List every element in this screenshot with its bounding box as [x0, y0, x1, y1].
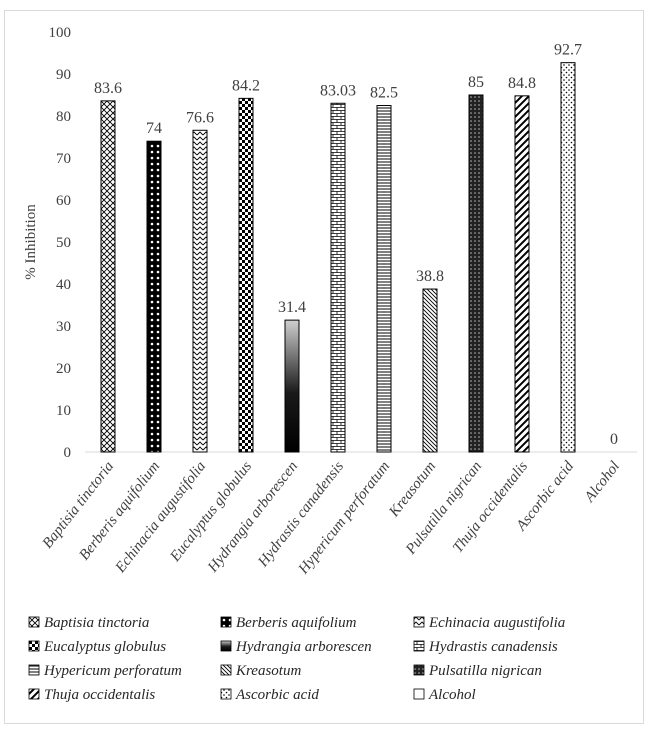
- data-label: 84.2: [232, 77, 260, 94]
- legend-swatch: [28, 664, 40, 676]
- legend-item: Hypericum perforatum: [28, 663, 182, 679]
- x-tick-label: Alcohol: [581, 459, 623, 506]
- legend-swatch: [220, 664, 232, 676]
- legend: Baptisia tinctoria Berberis aquifolium Ech…: [28, 615, 565, 703]
- data-label: 83.6: [94, 80, 122, 97]
- legend-swatch: [220, 640, 232, 652]
- data-label: 92.7: [554, 42, 582, 59]
- legend-item: Berberis aquifolium: [220, 615, 357, 631]
- legend-swatch: [413, 664, 425, 676]
- y-tick-label: 20: [56, 361, 71, 377]
- bar: [468, 94, 484, 453]
- legend-label: Kreasotum: [235, 663, 301, 679]
- data-label: 31.4: [278, 299, 306, 316]
- y-tick-label: 50: [56, 235, 71, 251]
- bar: [192, 129, 208, 453]
- data-label: 83.03: [320, 82, 356, 99]
- data-label: 84.8: [508, 75, 536, 92]
- x-tick-label: Eucalyptus globulus: [167, 458, 255, 565]
- legend-item: Hydrangia arborescen: [220, 639, 372, 655]
- bar: [376, 105, 392, 453]
- bars: [100, 62, 576, 453]
- y-tick-label: 0: [64, 445, 72, 461]
- bar: [100, 100, 116, 453]
- y-axis-title: % Inhibition: [23, 204, 39, 280]
- legend-label: Berberis aquifolium: [236, 615, 357, 631]
- bar: [330, 102, 346, 453]
- legend-label: Thuja occidentalis: [44, 687, 155, 703]
- y-tick-label: 60: [56, 193, 71, 209]
- y-tick-label: 80: [56, 109, 71, 125]
- legend-label: Echinacia augustifolia: [428, 615, 565, 631]
- legend-item: Thuja occidentalis: [28, 687, 155, 703]
- legend-item: Ascorbic acid: [220, 687, 319, 703]
- legend-swatch: [413, 616, 425, 628]
- legend-label: Ascorbic acid: [235, 687, 319, 703]
- y-tick-label: 100: [49, 25, 72, 41]
- y-tick-label: 40: [56, 277, 71, 293]
- data-label: 38.8: [416, 268, 444, 285]
- legend-swatch: [28, 688, 40, 700]
- x-tick-label: Hypericum perforatum: [295, 458, 393, 577]
- legend-item: Kreasotum: [220, 663, 301, 679]
- bar: [514, 95, 530, 453]
- x-tick-label: Hydrastis canadensis: [255, 458, 348, 570]
- bar: [146, 140, 162, 453]
- data-label: 85: [468, 74, 484, 91]
- y-axis: 0 10 20 30 40 50 60 70 80 90 100: [49, 25, 72, 461]
- data-label: 74: [146, 120, 162, 137]
- data-label: 82.5: [370, 85, 398, 102]
- legend-label: Hydrastis canadensis: [428, 639, 558, 655]
- legend-label: Alcohol: [428, 687, 476, 703]
- legend-item: Alcohol: [413, 687, 476, 703]
- bar: [560, 62, 576, 453]
- x-tick-label: Echinacia augustifolia: [112, 459, 209, 577]
- legend-swatch: [220, 616, 232, 628]
- y-tick-label: 10: [56, 403, 71, 419]
- bar: [284, 319, 300, 453]
- legend-label: Hypericum perforatum: [43, 663, 182, 679]
- legend-item: Baptisia tinctoria: [28, 615, 149, 631]
- legend-item: Echinacia augustifolia: [413, 615, 565, 631]
- bar: [422, 288, 438, 453]
- legend-label: Eucalyptus globulus: [43, 639, 166, 655]
- x-tick-label: Berberis aquifolium: [76, 458, 163, 563]
- data-label: 76.6: [186, 109, 214, 126]
- legend-label: Hydrangia arborescen: [235, 639, 372, 655]
- x-tick-label: Hydrangia arborescen: [204, 459, 301, 577]
- legend-swatch: [28, 640, 40, 652]
- y-tick-label: 30: [56, 319, 71, 335]
- value-labels: 83.6 74 76.6 84.2 31.4 83.03 82.5 38.8 85 84.8 92.…: [94, 42, 618, 448]
- legend-label: Baptisia tinctoria: [44, 615, 149, 631]
- y-tick-label: 90: [56, 67, 71, 83]
- legend-label: Pulsatilla nigrican: [428, 663, 542, 679]
- legend-swatch: [413, 688, 425, 700]
- legend-item: Hydrastis canadensis: [413, 639, 558, 655]
- legend-swatch: [413, 640, 425, 652]
- chart-frame: 0 10 20 30 40 50 60 70 80 90 100 83.6 74 76.6 84.2 31.…: [4, 10, 644, 724]
- legend-swatch: [28, 616, 40, 628]
- legend-swatch: [220, 688, 232, 700]
- bar-chart: 0 10 20 30 40 50 60 70 80 90 100 83.6 74 76.6 84.2 31.…: [23, 25, 637, 703]
- bar: [238, 97, 254, 453]
- data-label: 0: [610, 431, 618, 448]
- legend-item: Eucalyptus globulus: [28, 639, 166, 655]
- y-tick-label: 70: [56, 151, 71, 167]
- legend-item: Pulsatilla nigrican: [413, 663, 542, 679]
